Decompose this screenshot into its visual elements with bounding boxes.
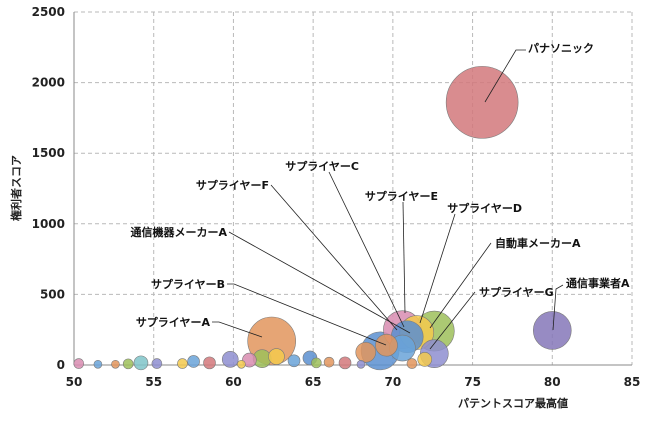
bubble-point xyxy=(323,356,335,368)
x-tick-label: 60 xyxy=(225,375,242,389)
x-tick-label: 80 xyxy=(544,375,561,389)
bubble-label: サプライヤーA xyxy=(136,315,211,329)
leader-line xyxy=(402,201,406,314)
bubble-point xyxy=(93,359,103,369)
leader-line xyxy=(328,171,405,328)
bubble-point xyxy=(417,352,433,367)
bubble-point xyxy=(187,355,200,368)
bubble-point xyxy=(268,348,285,365)
bubble-layer xyxy=(73,66,572,371)
y-axis-title: 権利者スコア xyxy=(9,155,23,221)
bubble-point xyxy=(133,355,149,371)
bubble-label: サプライヤーG xyxy=(479,285,554,299)
leader-line xyxy=(270,184,398,331)
bubble-label: サプライヤーE xyxy=(365,189,438,203)
bubble-label: サプライヤーB xyxy=(151,277,225,291)
y-tick-label: 500 xyxy=(40,287,65,301)
bubble-point xyxy=(338,356,352,370)
bubble-label: 通信機器メーカーA xyxy=(130,225,227,239)
bubble-label: 自動車メーカーA xyxy=(495,236,581,250)
bubble-label: 通信事業者A xyxy=(566,276,630,290)
x-tick-label: 70 xyxy=(385,375,402,389)
bubble-label: サプライヤーC xyxy=(285,159,359,173)
bubble-point xyxy=(445,66,519,139)
y-tick-label: 2500 xyxy=(32,5,65,19)
x-axis-title: パテントスコア最高値 xyxy=(458,396,568,410)
axis-layer: 50 55 60 65 70 75 80 85 0 500 1000 1500 2000 2500 xyxy=(32,5,641,389)
bubble-label: パナソニック xyxy=(528,42,594,55)
bubble-point xyxy=(122,358,134,370)
x-tick-label: 85 xyxy=(624,375,641,389)
bubble-point xyxy=(237,359,246,369)
bubble-point xyxy=(532,311,572,350)
bubble-point xyxy=(73,358,85,369)
grid-layer xyxy=(74,11,633,365)
x-tick-label: 55 xyxy=(145,375,162,389)
leader-line xyxy=(419,213,456,324)
bubble-label: サプライヤーD xyxy=(447,201,522,215)
bubble-point xyxy=(177,358,188,369)
bubble-point xyxy=(406,358,418,369)
y-tick-label: 1000 xyxy=(32,217,65,231)
y-tick-label: 0 xyxy=(57,358,65,372)
x-tick-label: 75 xyxy=(464,375,481,389)
bubble-point xyxy=(375,333,398,357)
bubble-point xyxy=(242,352,257,368)
leader-line xyxy=(227,283,387,346)
bubble-point xyxy=(151,358,163,369)
bubble-point xyxy=(311,357,322,369)
leader-line xyxy=(429,242,492,329)
bubble-point xyxy=(111,359,120,369)
leader-line xyxy=(228,231,411,334)
bubble-label: サプライヤーF xyxy=(196,178,269,192)
leader-layer xyxy=(212,49,564,350)
leader-line xyxy=(552,284,564,331)
bubble-point xyxy=(221,351,239,368)
x-tick-label: 50 xyxy=(66,375,83,389)
bubble-point xyxy=(203,356,216,370)
leader-line xyxy=(484,49,526,103)
y-tick-label: 1500 xyxy=(32,146,65,160)
y-tick-label: 2000 xyxy=(32,76,65,90)
leader-line xyxy=(212,321,263,338)
leader-line xyxy=(429,291,476,350)
x-tick-label: 65 xyxy=(305,375,322,389)
bubble-point xyxy=(355,341,377,363)
bubble-point xyxy=(356,359,366,369)
bubble-point xyxy=(287,354,301,368)
